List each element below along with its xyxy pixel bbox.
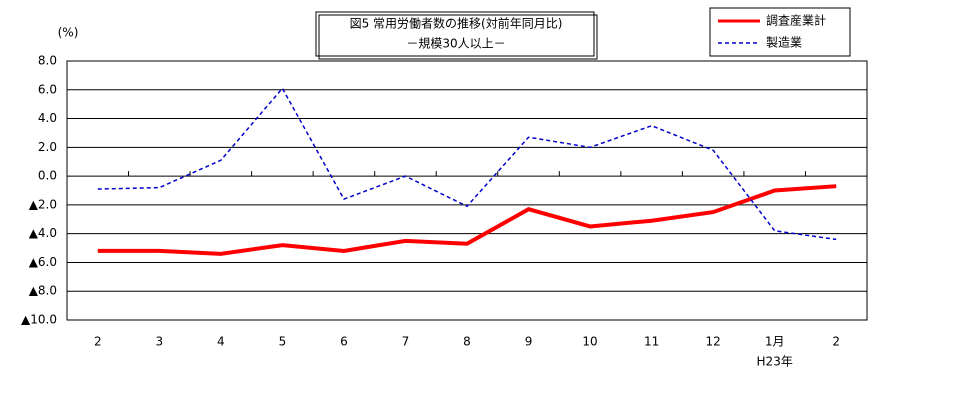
x-tick-label: 7 (402, 335, 410, 349)
plot-frame (66, 60, 868, 321)
x-tick-label: 3 (155, 335, 163, 349)
x-tick-label: 10 (582, 335, 597, 349)
chart-subtitle: －規模30人以上－ (406, 36, 505, 51)
y-tick-label: 0.0 (38, 169, 57, 183)
x-tick-label: 6 (340, 335, 348, 349)
legend-box (709, 7, 851, 57)
title-box (315, 11, 595, 57)
y-tick-label: ▲6.0 (29, 255, 57, 269)
x-annotation: H23年 (757, 355, 793, 369)
x-tick-label: 5 (279, 335, 287, 349)
x-tick-label: 11 (644, 335, 659, 349)
x-tick-label: 1月 (765, 335, 785, 349)
series-line (97, 184, 837, 256)
y-tick-label: 8.0 (38, 54, 57, 68)
title-shadow (318, 14, 598, 60)
series-line (97, 87, 837, 241)
y-tick-label: ▲10.0 (21, 313, 57, 327)
y-tick-label: 2.0 (38, 140, 57, 154)
y-axis-label: (%) (58, 26, 79, 40)
x-tick-label: 12 (706, 335, 721, 349)
legend-label: 調査産業計 (766, 13, 826, 28)
y-tick-label: ▲8.0 (29, 284, 57, 298)
chart-title: 図5 常用労働者数の推移(対前年同月比) (350, 16, 563, 31)
x-tick-label: 8 (463, 335, 471, 349)
y-tick-label: 6.0 (38, 82, 57, 96)
legend-label: 製造業 (766, 36, 802, 50)
x-tick-label: 9 (525, 335, 533, 349)
x-tick-label: 2 (94, 335, 102, 349)
y-tick-label: ▲2.0 (29, 197, 57, 211)
x-tick-label: 2 (832, 335, 840, 349)
x-tick-label: 4 (217, 335, 225, 349)
y-tick-label: ▲4.0 (29, 226, 57, 240)
y-tick-label: 4.0 (38, 111, 57, 125)
